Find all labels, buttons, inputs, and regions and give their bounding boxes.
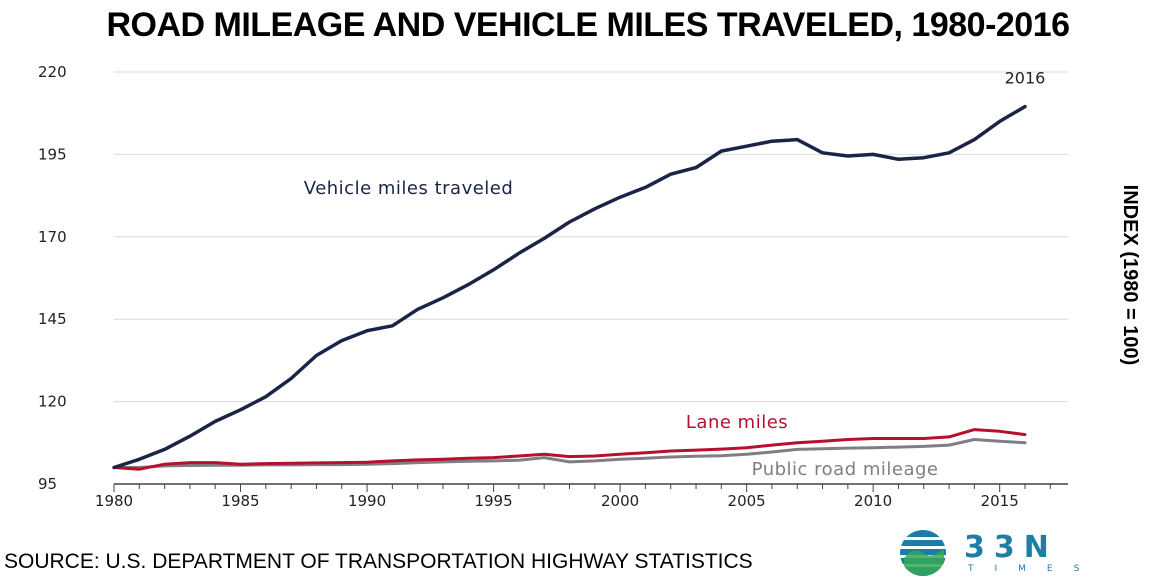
x-tick-label: 1980 (95, 492, 133, 510)
x-tick-label: 2005 (728, 492, 766, 510)
x-tick-label: 1995 (474, 492, 512, 510)
series-label: Lane miles (686, 412, 788, 433)
annotation-label: 2016 (1005, 69, 1046, 88)
x-tick-label: 2015 (981, 492, 1019, 510)
grid-lines (114, 71, 1068, 403)
series-line-lane-miles (112, 428, 1027, 471)
source-note: SOURCE: U.S. DEPARTMENT OF TRANSPORTATIO… (4, 550, 753, 573)
y-tick-label: 120 (38, 393, 67, 411)
y-tick-label: 220 (38, 63, 67, 81)
series-line-vehicle-miles-traveled (112, 104, 1027, 470)
x-tick-label: 2000 (601, 492, 639, 510)
x-tick-label: 2010 (854, 492, 892, 510)
series-labels: Vehicle miles traveled Lane miles Public r… (304, 69, 1046, 480)
x-tick-label: 1990 (348, 492, 386, 510)
y-tick-label: 145 (38, 310, 67, 328)
series-lines (112, 104, 1027, 471)
x-axis: 1980 1985 1990 1995 2000 2005 2010 2015 (95, 483, 1068, 510)
y-tick-label: 195 (38, 145, 67, 163)
y-axis-ticks: 95 120 145 170 195 220 (38, 63, 67, 493)
chart-title: ROAD MILEAGE AND VEHICLE MILES TRAVELED,… (106, 6, 1070, 44)
y-axis-label: INDEX (1980 = 100) (1119, 185, 1141, 366)
logo-subtitle: TIMES (968, 564, 1101, 574)
y-tick-label: 95 (38, 475, 57, 493)
logo-wordmark: 33N (964, 530, 1058, 565)
globe-icon (900, 530, 946, 576)
x-tick-label: 1985 (221, 492, 259, 510)
series-label: Public road mileage (752, 459, 939, 480)
y-tick-label: 170 (38, 228, 67, 246)
series-label: Vehicle miles traveled (304, 178, 514, 199)
logo: 33N TIMES (898, 528, 1113, 578)
